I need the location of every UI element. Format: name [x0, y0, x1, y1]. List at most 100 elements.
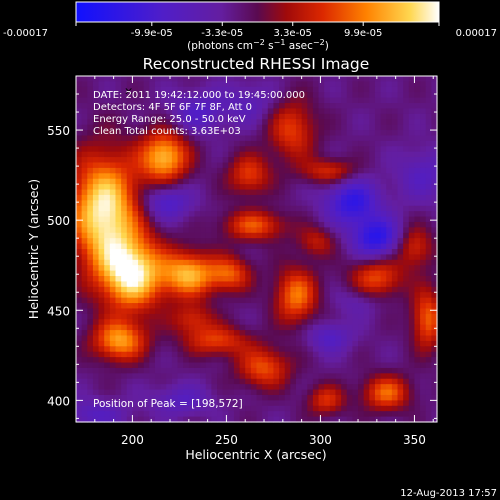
image-pixel [403, 227, 410, 234]
image-pixel [341, 216, 348, 223]
image-pixel [335, 92, 342, 99]
image-pixel [386, 227, 393, 234]
image-pixel [318, 216, 325, 223]
image-pixel [92, 276, 100, 283]
image-pixel [239, 194, 246, 201]
image-pixel [262, 389, 269, 396]
image-pixel [301, 113, 308, 120]
image-pixel [358, 86, 365, 93]
image-pixel [104, 330, 111, 337]
image-pixel [81, 135, 88, 142]
image-pixel [352, 92, 359, 99]
image-pixel [408, 135, 416, 142]
image-pixel [397, 103, 404, 110]
image-pixel [295, 400, 303, 407]
image-pixel [188, 86, 196, 93]
image-pixel [154, 119, 162, 126]
image-pixel [324, 330, 331, 337]
image-pixel [369, 167, 376, 174]
image-pixel [301, 362, 308, 369]
image-pixel [307, 205, 314, 212]
image-pixel [358, 157, 365, 164]
image-pixel [239, 173, 246, 180]
image-pixel [414, 378, 421, 385]
image-pixel [346, 373, 353, 380]
image-pixel [228, 151, 235, 158]
image-pixel [420, 232, 427, 239]
image-pixel [92, 211, 100, 218]
image-pixel [408, 81, 416, 88]
image-pixel [346, 270, 353, 277]
image-pixel [205, 389, 212, 396]
image-pixel [403, 81, 410, 88]
image-pixel [154, 103, 162, 110]
image-pixel [76, 249, 83, 256]
image-pixel [222, 243, 229, 250]
image-pixel [425, 362, 432, 369]
image-pixel [177, 373, 184, 380]
image-pixel [183, 221, 190, 228]
image-pixel [126, 308, 134, 315]
image-pixel [217, 178, 224, 185]
image-pixel [166, 335, 173, 342]
image-pixel [414, 313, 421, 320]
image-pixel [408, 297, 416, 304]
image-pixel [92, 92, 100, 99]
image-pixel [358, 335, 365, 342]
image-pixel [109, 400, 117, 407]
image-pixel [149, 157, 156, 164]
image-pixel [408, 194, 416, 201]
image-pixel [363, 113, 370, 120]
image-pixel [414, 324, 421, 331]
image-pixel [104, 335, 111, 342]
image-pixel [420, 340, 427, 347]
image-pixel [233, 232, 241, 239]
image-pixel [290, 303, 297, 310]
image-pixel [149, 178, 156, 185]
image-pixel [301, 286, 308, 293]
image-pixel [307, 330, 314, 337]
image-pixel [183, 108, 190, 115]
image-pixel [352, 416, 359, 423]
image-pixel [420, 394, 427, 401]
image-pixel [188, 221, 196, 228]
image-pixel [380, 400, 387, 407]
image-pixel [420, 227, 427, 234]
image-pixel [217, 238, 224, 245]
image-pixel [98, 411, 105, 418]
image-pixel [391, 227, 399, 234]
image-pixel [228, 221, 235, 228]
image-pixel [228, 162, 235, 169]
image-pixel [324, 238, 331, 245]
image-pixel [217, 86, 224, 93]
image-pixel [211, 265, 218, 272]
image-pixel [312, 81, 320, 88]
image-pixel [425, 411, 432, 418]
image-pixel [295, 173, 303, 180]
image-pixel [431, 189, 438, 196]
image-pixel [397, 238, 404, 245]
image-pixel [183, 135, 190, 142]
image-pixel [420, 200, 427, 207]
image-pixel [98, 367, 105, 374]
image-pixel [414, 340, 421, 347]
image-pixel [369, 357, 376, 364]
image-pixel [126, 146, 134, 153]
image-pixel [228, 362, 235, 369]
image-pixel [279, 400, 286, 407]
image-pixel [341, 303, 348, 310]
image-pixel [177, 108, 184, 115]
image-pixel [380, 276, 387, 283]
image-pixel [307, 324, 314, 331]
image-pixel [307, 292, 314, 299]
image-pixel [397, 173, 404, 180]
image-pixel [87, 119, 94, 126]
image-pixel [408, 330, 416, 337]
image-pixel [279, 108, 286, 115]
image-pixel [307, 216, 314, 223]
image-pixel [408, 130, 416, 137]
image-pixel [341, 227, 348, 234]
image-pixel [87, 178, 94, 185]
image-pixel [329, 86, 337, 93]
image-pixel [256, 297, 263, 304]
